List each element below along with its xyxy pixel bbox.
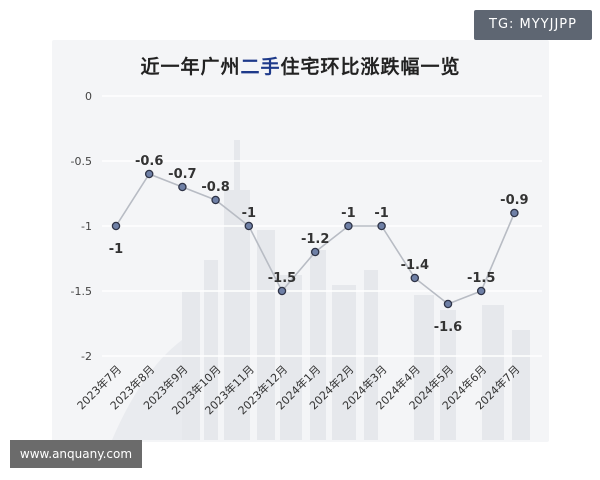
data-point [410, 273, 420, 283]
data-label: -1.2 [301, 232, 329, 247]
y-tick-label: -0.5 [71, 155, 92, 168]
data-label: -0.8 [201, 180, 229, 195]
site-watermark-badge: www.anquany.com [10, 440, 142, 468]
data-label: -0.9 [500, 193, 528, 208]
y-tick-label: -1 [81, 220, 92, 233]
data-point [476, 286, 486, 296]
chart-card: 0 -0.5 -1 -1.5 -2 -1 -0.6 -0.7 -0.8 -1 -1.5 -1.2 -1 -… [52, 40, 549, 442]
data-point [443, 299, 453, 309]
data-label: -1 [109, 242, 123, 257]
chart-title: 近一年广州二手住宅环比涨跌幅一览 [52, 52, 549, 79]
data-label: -0.7 [168, 167, 196, 182]
line-chart: 0 -0.5 -1 -1.5 -2 -1 -0.6 -0.7 -0.8 -1 -1.5 -1.2 -1 -… [71, 90, 542, 417]
data-point [310, 247, 320, 257]
data-label: -1 [341, 206, 355, 221]
chart-title-part-1: 近一年广州 [140, 56, 241, 78]
data-label: -1.4 [401, 258, 429, 273]
data-point [211, 195, 220, 205]
data-label: -0.6 [135, 154, 163, 169]
data-label: -1.5 [268, 271, 296, 286]
data-point [144, 169, 154, 179]
y-tick-label: 0 [85, 90, 92, 103]
chart-title-part-3: 住宅环比涨跌幅一览 [280, 56, 461, 78]
data-label: -1.6 [434, 320, 462, 335]
city-skyline-background [112, 140, 530, 440]
data-point [111, 221, 121, 231]
data-point [377, 221, 386, 231]
data-point [244, 221, 254, 231]
data-point [344, 221, 353, 231]
data-point [178, 182, 187, 192]
data-point [510, 208, 519, 218]
tg-watermark-badge: TG: MYYJJPP [474, 10, 592, 40]
data-label: -1.5 [467, 271, 495, 286]
data-label: -1 [242, 206, 256, 221]
y-tick-label: -1.5 [71, 285, 92, 298]
data-point [277, 286, 287, 296]
data-label: -1 [374, 206, 388, 221]
chart-title-highlight: 二手 [240, 56, 281, 78]
y-tick-label: -2 [81, 350, 92, 363]
